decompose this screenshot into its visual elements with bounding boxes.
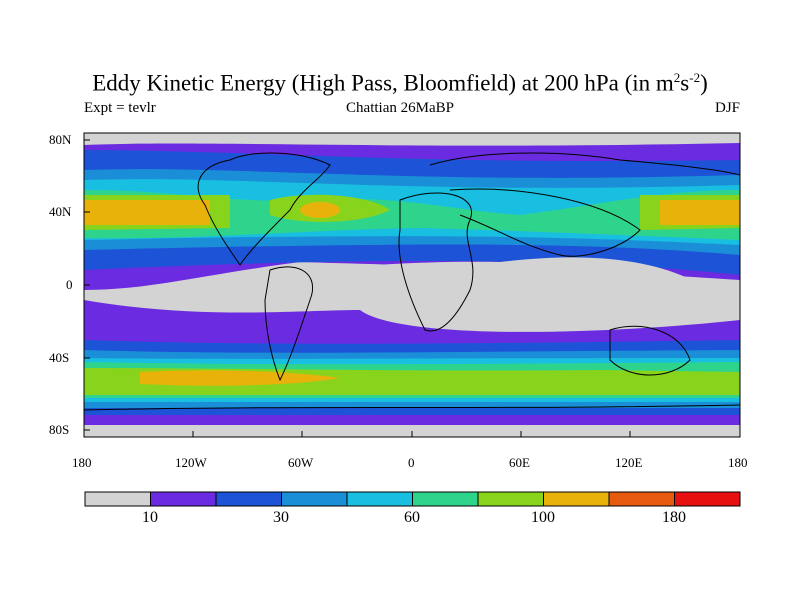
colorbar-label: 60 bbox=[404, 509, 420, 526]
lat-tick: 80N bbox=[49, 132, 72, 147]
colorbar-label: 180 bbox=[662, 509, 686, 526]
colorbar-swatch bbox=[84, 491, 151, 507]
period-label: Chattian 26MaBP bbox=[346, 100, 454, 116]
lat-tick: 80S bbox=[49, 422, 70, 437]
colorbar-swatch bbox=[543, 491, 610, 507]
lon-tick: 180 bbox=[728, 455, 748, 470]
axis-ticks bbox=[83, 139, 741, 437]
field-contours bbox=[84, 133, 740, 437]
colorbar-swatch bbox=[281, 491, 348, 507]
lon-tick: 60E bbox=[509, 455, 530, 470]
colorbar-label: 30 bbox=[273, 509, 289, 526]
experiment-label: Expt = tevlr bbox=[84, 100, 156, 116]
chart-title: Eddy Kinetic Energy (High Pass, Bloomfie… bbox=[92, 70, 708, 96]
lon-tick: 180 bbox=[72, 455, 92, 470]
lat-tick: 40N bbox=[49, 204, 72, 219]
lon-tick: 60W bbox=[288, 455, 314, 470]
colorbar-swatch bbox=[674, 491, 741, 507]
colorbar-swatch bbox=[150, 491, 217, 507]
colorbar-swatch bbox=[412, 491, 479, 507]
season-label: DJF bbox=[714, 100, 740, 116]
colorbar-swatch bbox=[215, 491, 282, 507]
lon-tick: 120W bbox=[175, 455, 207, 470]
colorbar-label: 100 bbox=[531, 509, 555, 526]
colorbar-swatch bbox=[346, 491, 413, 507]
lon-tick: 0 bbox=[408, 455, 415, 470]
colorbar-swatch bbox=[608, 491, 675, 507]
coastlines bbox=[84, 152, 740, 411]
lon-tick: 120E bbox=[615, 455, 643, 470]
colorbar-label: 10 bbox=[142, 509, 158, 526]
colorbar-swatch bbox=[477, 491, 544, 507]
lat-tick: 40S bbox=[49, 350, 70, 365]
lat-tick: 0 bbox=[66, 277, 73, 292]
